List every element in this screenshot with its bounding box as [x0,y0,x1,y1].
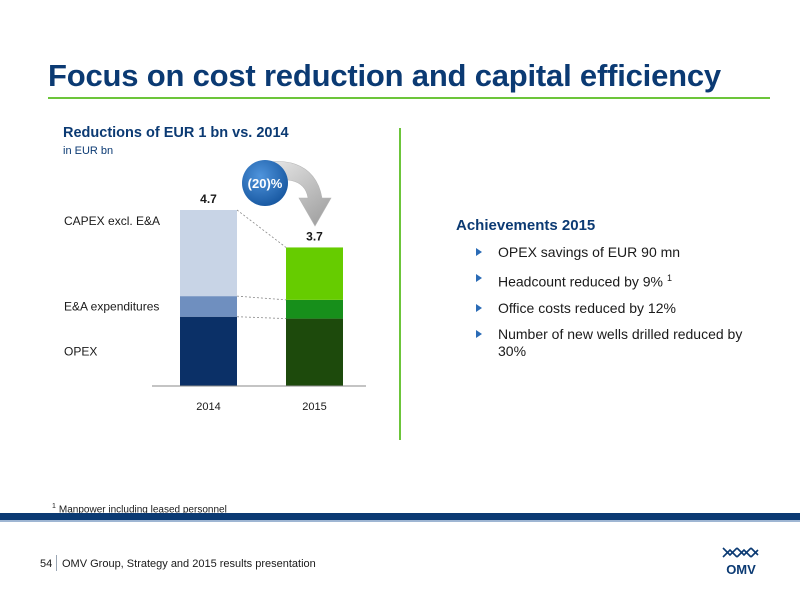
series-label-0: OPEX [64,344,97,358]
page-number: 54 [40,558,53,570]
chart-subtitle: in EUR bn [63,145,114,157]
list-item: OPEX savings of EUR 90 mn [476,244,766,261]
x-tick-label-2014: 2014 [196,401,220,413]
achievements-title: Achievements 2015 [456,217,596,234]
omv-logo: OMV [722,547,759,577]
vertical-divider [399,128,401,440]
bar-2014-segment-2 [180,210,237,297]
connector-line-1 [236,295,287,301]
stacked-bar-chart: 4.7 2014 3.7 2015 OPEX E&A expenditures CAPEX … [64,160,366,413]
bars-group [180,210,343,386]
page-title: Focus on cost reduction and capital effi… [48,58,721,93]
bar-2015-segment-1 [286,299,343,319]
change-annotation: (20)% [242,160,332,227]
x-tick-label-2015: 2015 [302,401,326,413]
total-label-2015: 3.7 [306,229,323,243]
bar-2015-segment-2 [286,247,343,300]
achievement-text: OPEX savings of EUR 90 mn [498,244,681,260]
list-item: Office costs reduced by 12% [476,300,766,317]
logo-emblem-icon [722,547,759,558]
achievement-text: Number of new wells drilled reduced by 3… [498,325,743,359]
change-circle [242,160,288,206]
footer-separator [56,555,57,571]
footer-text: OMV Group, Strategy and 2015 results pre… [62,558,316,570]
triangle-bullet-icon [476,303,482,312]
bar-2015-segment-0 [286,318,343,386]
triangle-bullet-icon [476,329,482,338]
series-label-2: CAPEX excl. E&A [64,214,160,228]
footer-band [0,513,800,520]
total-label-2014: 4.7 [200,192,217,206]
footnote-text: Manpower including leased personnel [58,504,227,516]
series-label-1: E&A expenditures [64,299,159,313]
chart-labels: 4.7 2014 3.7 2015 OPEX E&A expenditures CAPEX … [64,192,327,413]
footnote-number: 1 [52,503,56,510]
achievement-text: Headcount reduced by 9% [498,273,663,290]
list-item: Number of new wells drilled reduced by 3… [476,326,766,360]
connector-line-0 [236,316,287,319]
chart-title: Reductions of EUR 1 bn vs. 2014 [63,125,289,141]
logo-text: OMV [726,562,756,577]
footer-band-light [0,520,800,522]
title-underline [48,97,770,99]
bar-2014-segment-0 [180,316,237,386]
connector-lines [236,209,287,319]
footnote: 1 Manpower including leased personnel [52,503,227,515]
bar-2014-segment-1 [180,296,237,317]
connector-line-2 [236,209,287,248]
change-percentage: (20)% [248,176,283,191]
triangle-bullet-icon [476,274,482,282]
footnote-marker: 1 [667,273,673,283]
triangle-bullet-icon [476,248,482,256]
list-item: Headcount reduced by 9% 1 [476,270,766,291]
achievement-text: Office costs reduced by 12% [498,299,676,316]
achievements-list: OPEX savings of EUR 90 mn Headcount redu… [476,244,766,369]
